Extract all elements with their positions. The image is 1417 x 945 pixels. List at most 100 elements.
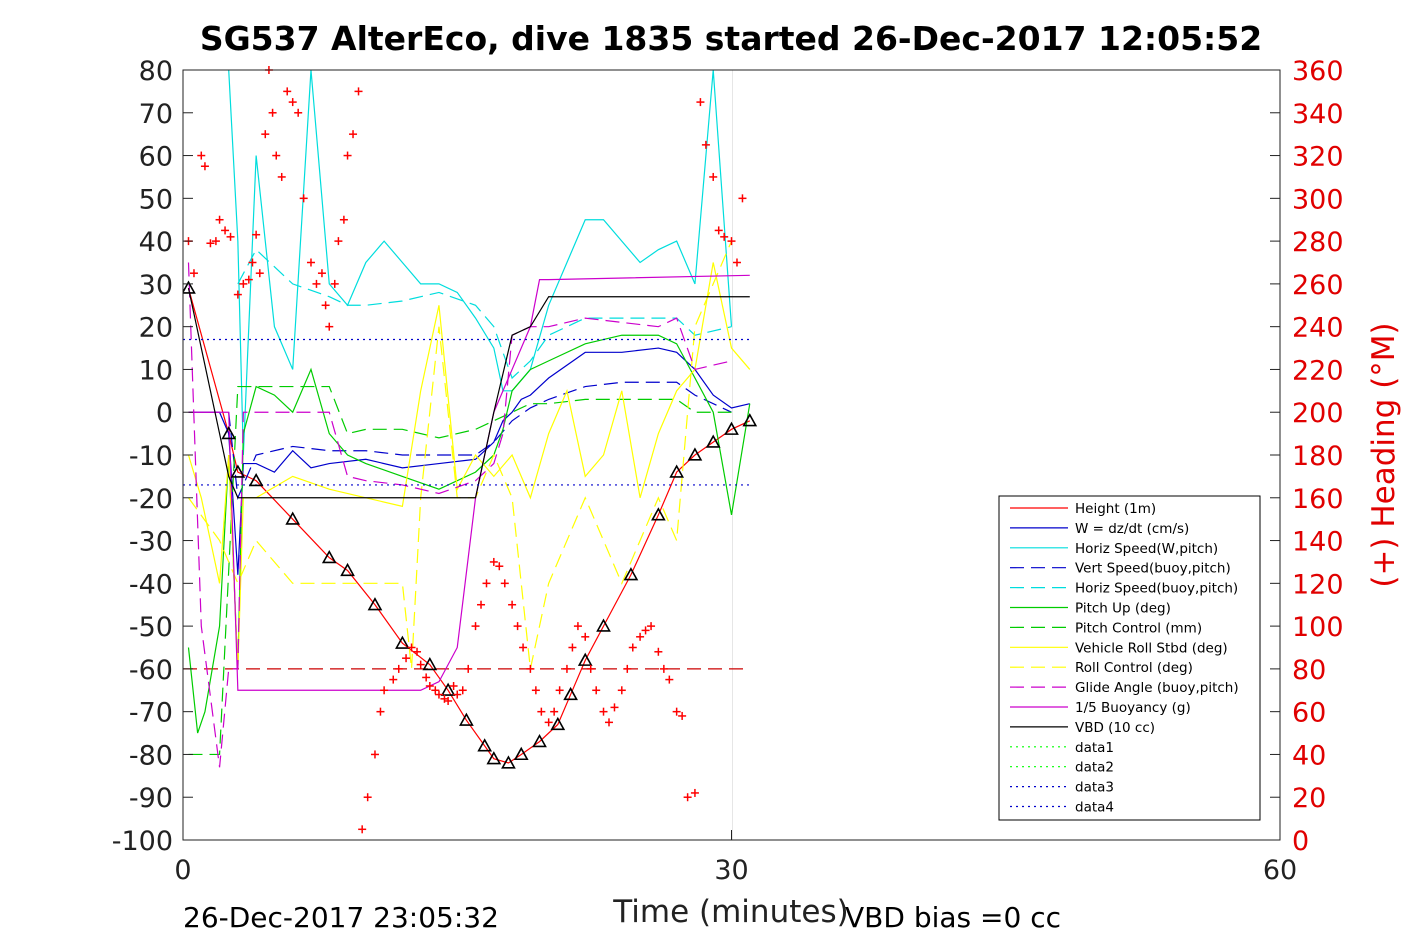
series-line-7	[187, 262, 751, 669]
heading-point	[683, 793, 692, 802]
height-marker	[230, 464, 246, 478]
height-marker	[651, 507, 666, 521]
heading-point	[312, 279, 321, 288]
height-marker	[486, 751, 502, 765]
right-tick-label: 260	[1292, 270, 1344, 301]
heading-point	[248, 258, 257, 267]
heading-point	[211, 237, 220, 246]
heading-point	[562, 664, 571, 673]
height-marker	[513, 746, 529, 761]
heading-point	[727, 237, 736, 246]
right-tick-label: 100	[1292, 612, 1344, 643]
series-line-2	[228, 70, 733, 456]
height-marker	[501, 755, 516, 769]
heading-point	[325, 322, 334, 331]
heading-point	[317, 269, 326, 278]
heading-point	[434, 690, 443, 699]
heading-point	[233, 290, 242, 299]
legend-label: Pitch Up (deg)	[1075, 601, 1171, 617]
height-marker	[395, 635, 410, 649]
legend-label: data2	[1075, 760, 1114, 776]
heading-point	[215, 215, 224, 224]
height-marker	[248, 473, 264, 487]
legend-label: Vehicle Roll Stbd (deg)	[1075, 640, 1228, 656]
legend-label: Horiz Speed(buoy,pitch)	[1075, 581, 1238, 597]
x-axis-label: Time (minutes)	[612, 894, 848, 930]
left-y-axis: 80 70 60 50 40 30 20 10 0 -10 -20 -30 -40 -50 -60 -70 -8…	[112, 56, 193, 857]
heading-point	[283, 87, 292, 96]
x-tick-label: 60	[1263, 855, 1297, 886]
heading-point	[617, 686, 626, 695]
height-marker	[183, 280, 196, 294]
heading-point	[206, 239, 215, 248]
right-tick-label: 140	[1292, 527, 1344, 558]
left-tick-label: -10	[129, 441, 173, 472]
height-marker	[440, 682, 456, 696]
heading-point	[599, 707, 608, 716]
heading-point	[581, 632, 590, 641]
height-marker	[669, 464, 685, 478]
heading-point	[665, 675, 674, 684]
left-tick-label: -60	[129, 655, 173, 686]
heading-point	[709, 172, 718, 181]
left-tick-label: -100	[112, 826, 173, 857]
heading-point	[244, 275, 253, 284]
left-tick-label: -70	[129, 698, 173, 729]
heading-point	[376, 707, 385, 716]
left-tick-label: -80	[129, 740, 173, 771]
footer-vbd-bias: VBD bias =0 cc	[845, 901, 1061, 934]
right-tick-label: 320	[1292, 142, 1344, 173]
series-line-6	[188, 385, 732, 756]
legend: Height (1m) W = dz/dt (cm/s) Horiz Speed(W…	[998, 495, 1261, 821]
series-layer	[183, 70, 751, 768]
heading-point	[221, 226, 230, 235]
heading-point	[489, 557, 498, 566]
height-marker	[596, 618, 611, 632]
heading-point	[537, 707, 546, 716]
heading-point	[482, 579, 491, 588]
heading-point	[519, 643, 528, 652]
heading-point	[354, 87, 363, 96]
left-tick-label: 70	[139, 99, 173, 130]
heading-point	[647, 622, 656, 631]
left-tick-label: -30	[129, 527, 173, 558]
heading-point	[189, 269, 198, 278]
heading-point	[272, 151, 281, 160]
left-tick-label: 0	[156, 398, 173, 429]
right-tick-label: 220	[1292, 355, 1344, 386]
series-line-9	[187, 262, 732, 768]
legend-box	[998, 495, 1261, 821]
heading-point	[389, 675, 398, 684]
heading-point	[586, 664, 595, 673]
heading-point	[431, 686, 440, 695]
heading-point	[544, 718, 553, 727]
heading-point	[477, 600, 486, 609]
heading-point	[605, 718, 614, 727]
legend-label: Roll Control (deg)	[1075, 660, 1193, 676]
heading-point	[550, 707, 559, 716]
x-tick-label: 30	[714, 855, 748, 886]
legend-label: Glide Angle (buoy,pitch)	[1075, 680, 1239, 696]
heading-point	[568, 643, 577, 652]
heading-point	[416, 660, 425, 669]
right-tick-label: 40	[1292, 740, 1326, 771]
heading-point	[495, 562, 504, 571]
right-tick-label: 340	[1292, 99, 1344, 130]
heading-point	[422, 673, 431, 682]
heading-point	[402, 654, 411, 663]
right-tick-label: 60	[1292, 698, 1326, 729]
heading-point	[413, 647, 422, 656]
heading-point	[531, 686, 540, 695]
heading-point	[449, 682, 458, 690]
height-marker	[550, 716, 566, 731]
heading-point	[277, 172, 286, 181]
height-marker	[705, 434, 721, 448]
legend-label: W = dz/dt (cm/s)	[1075, 521, 1189, 537]
heading-point	[701, 140, 710, 149]
height-marker	[623, 567, 639, 581]
left-tick-label: -90	[129, 783, 173, 814]
heading-point	[526, 664, 535, 673]
heading-point	[453, 690, 462, 699]
legend-label: Horiz Speed(W,pitch)	[1075, 541, 1218, 557]
